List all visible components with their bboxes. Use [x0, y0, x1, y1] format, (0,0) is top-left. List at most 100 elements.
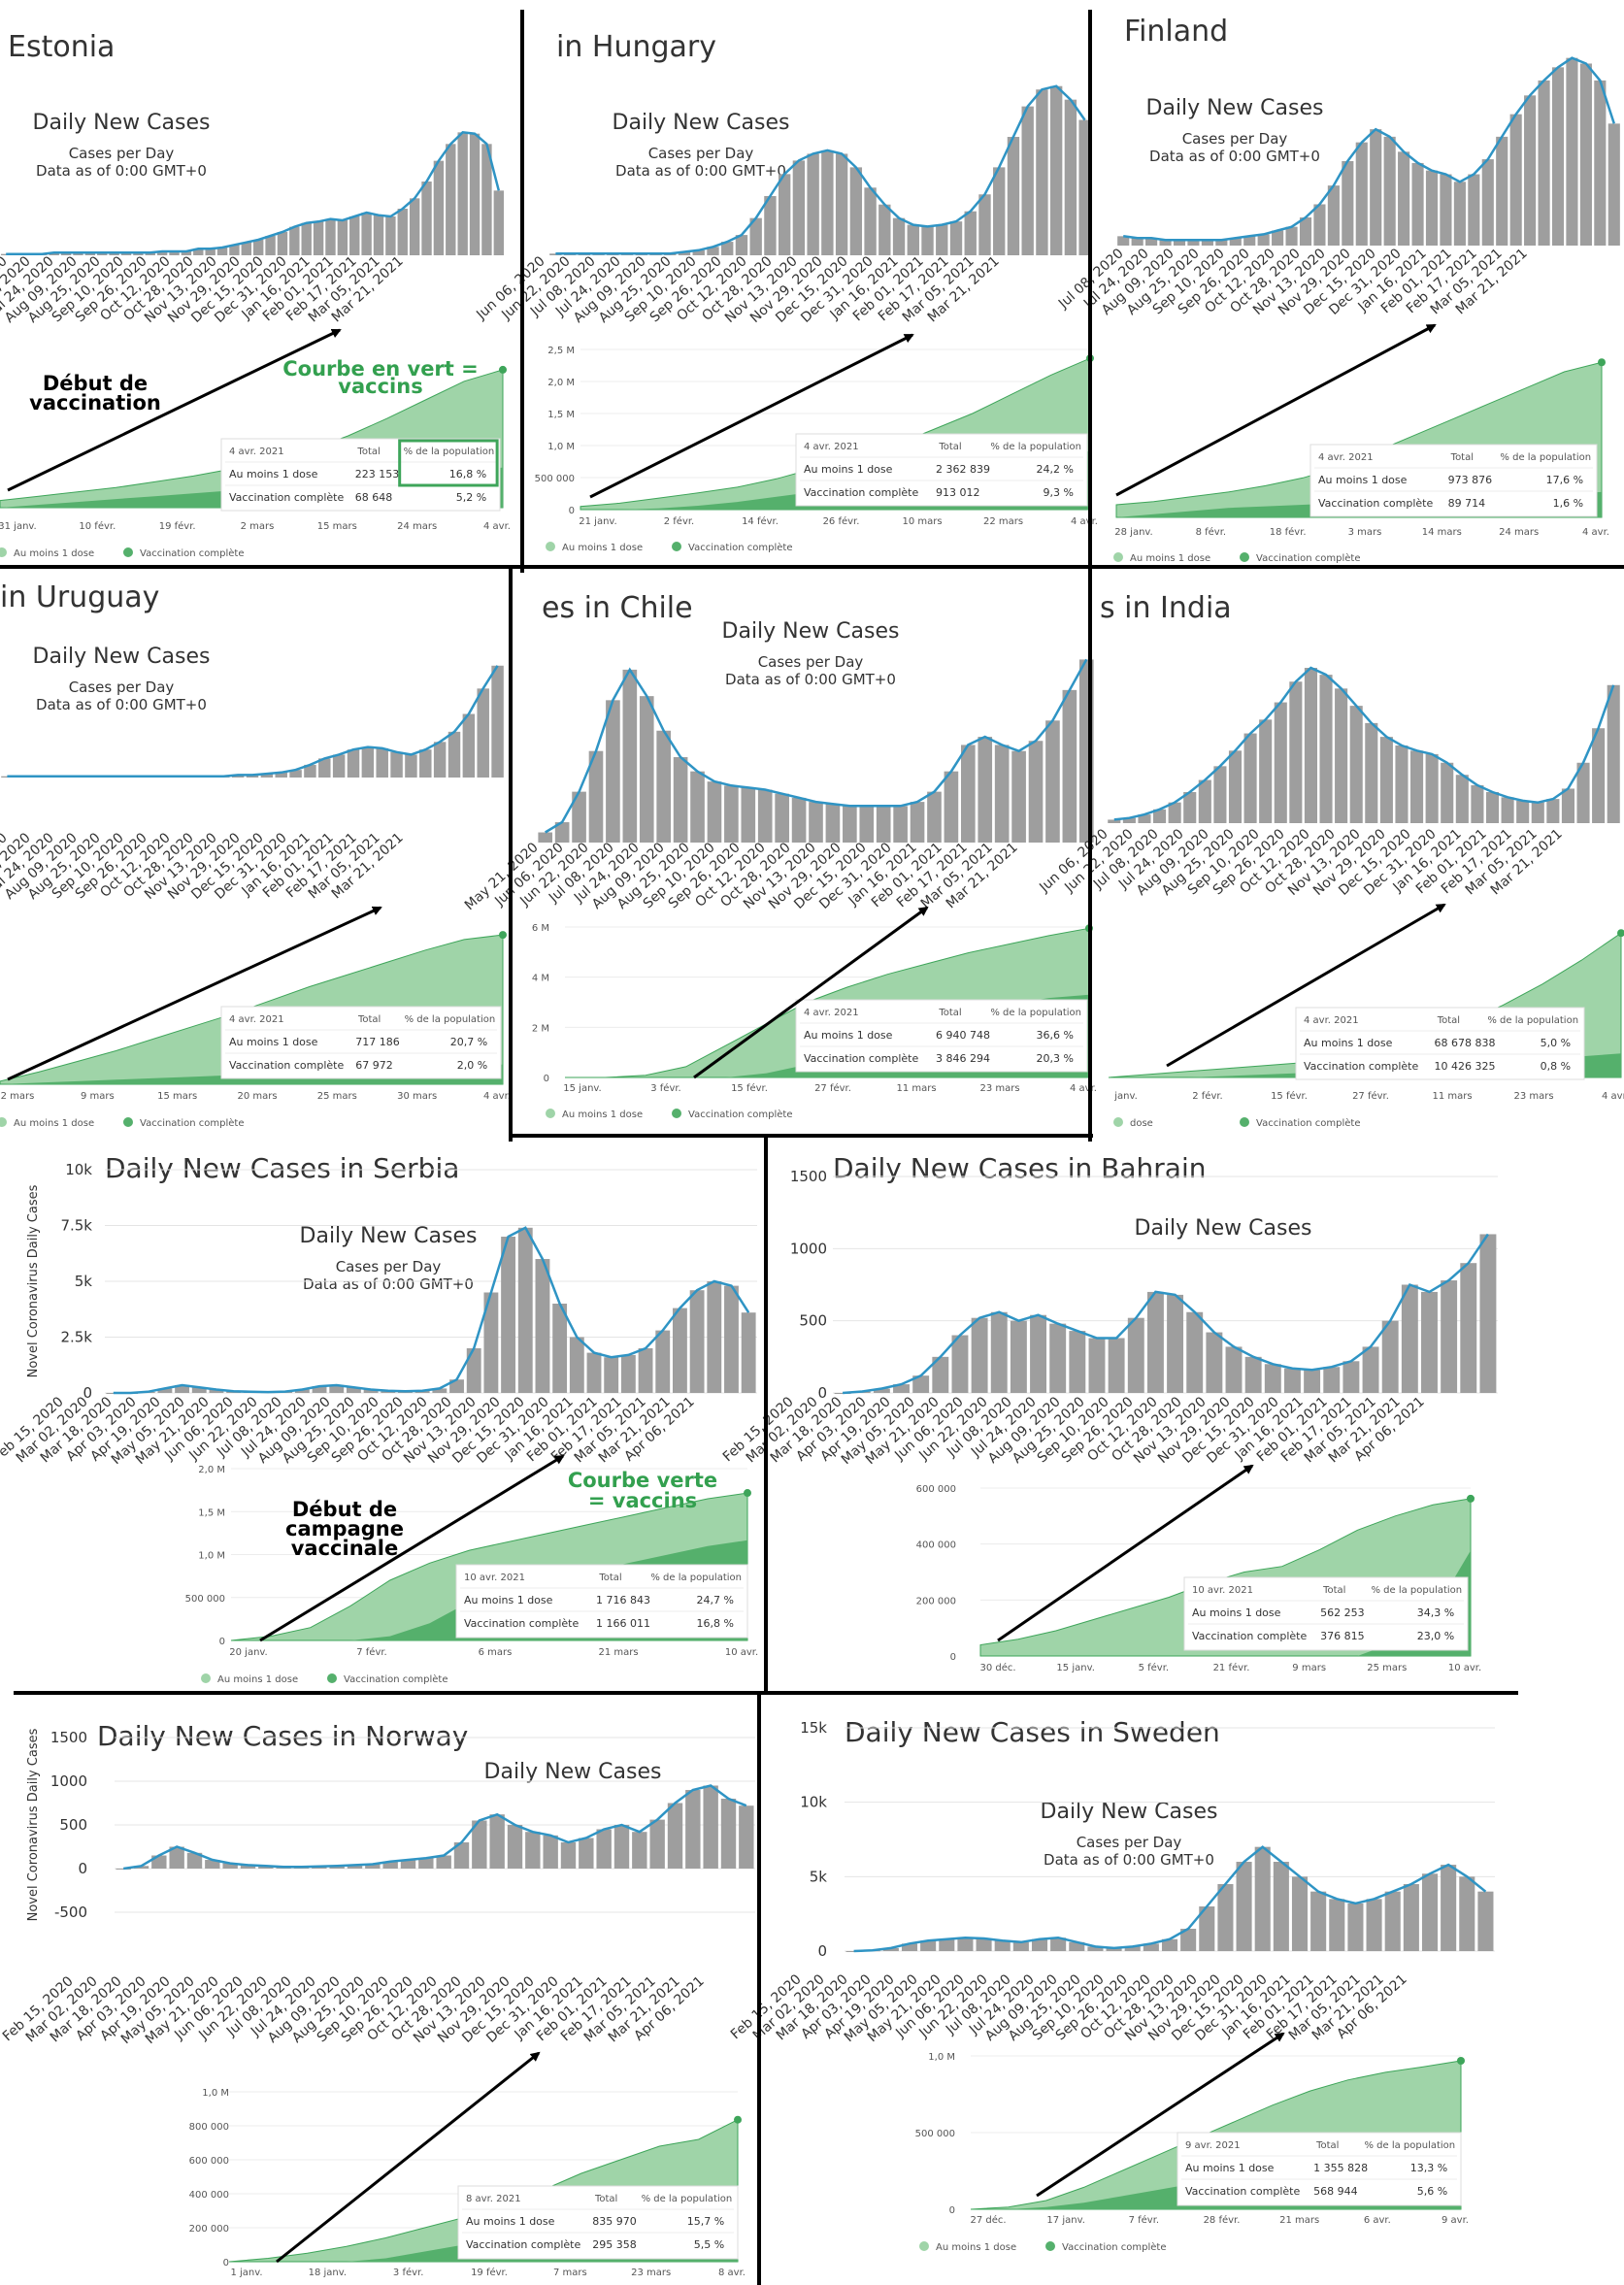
chile-bar [893, 806, 908, 843]
sweden-bar [1384, 1891, 1401, 1951]
chile_vacc-table-box [795, 999, 1088, 1073]
bahrain_vacc-xtick: 5 févr. [1139, 1662, 1170, 1673]
serbia-ytick: 0 [83, 1384, 92, 1402]
norway_vacc-table-box [457, 2185, 739, 2260]
sweden-bar [1106, 1947, 1122, 1951]
norway_vacc-table-row-label: Au moins 1 dose [466, 2215, 555, 2228]
chile_vacc-xtick: 11 mars [896, 1083, 936, 1094]
hungary_vacc-table-header-total: Total [938, 442, 961, 452]
hungary-bar [864, 187, 877, 255]
india_vacc-xtick: 15 févr. [1271, 1090, 1308, 1102]
chile-bar [843, 806, 857, 843]
finland-title: Finland [1124, 15, 1228, 49]
uruguay_vacc-xtick: 9 mars [81, 1091, 115, 1102]
india-bar [1501, 797, 1514, 823]
serbia_vacc-table: 10 avr. 2021 Total % de la population Au mo… [455, 1564, 748, 1639]
norway-bar [739, 1805, 754, 1869]
uruguay_vacc-table-row-total: 67 972 [355, 1059, 393, 1072]
sweden-ytick: 5k [810, 1868, 828, 1885]
estonia_vacc-xtick: 2 mars [241, 521, 275, 532]
hungary-bar [678, 251, 691, 255]
sweden_vacc-table-row-total: 568 944 [1313, 2185, 1358, 2198]
bahrain_vacc-table-row-total: 376 815 [1320, 1630, 1365, 1642]
hungary_vacc-table-row-pct: 24,2 % [1037, 463, 1074, 476]
chile_vacc-legend-swatch [672, 1109, 681, 1118]
sweden-bar [901, 1943, 918, 1951]
india_vacc-xtick: 23 mars [1513, 1091, 1553, 1102]
divider-h2 [509, 1134, 1093, 1138]
finland_vacc-xtick: 4 avr. [1582, 527, 1609, 538]
norway-bar [685, 1790, 701, 1869]
serbia_vacc-table-row-pct: 16,8 % [697, 1617, 734, 1630]
bahrain_vacc-xtick: 10 avr. [1448, 1663, 1481, 1673]
serbia-bar [707, 1281, 722, 1393]
finland_vacc-xtick: 14 mars [1422, 527, 1462, 538]
norway_vacc-xtick: 1 janv. [230, 2268, 262, 2278]
bahrain-bar [1127, 1317, 1144, 1393]
serbia-bar [535, 1259, 550, 1393]
uruguay-bar [447, 731, 461, 778]
chile_vacc-xtick: 4 avr. [1070, 1083, 1097, 1094]
sweden_vacc-legend-label: Au moins 1 dose [936, 2242, 1016, 2253]
norway-bar [258, 1866, 274, 1869]
estonia-bar [229, 245, 240, 255]
estonia-bar [469, 133, 481, 255]
finland_vacc-legend-label: Vaccination complète [1256, 552, 1360, 564]
estonia_vacc-xtick: 15 mars [317, 521, 357, 532]
uruguay_vacc-legend-label: Vaccination complète [140, 1117, 244, 1129]
norway-bar [703, 1785, 718, 1869]
chile-bar [775, 793, 789, 843]
serbia-bar [209, 1389, 224, 1393]
norway-bar [507, 1825, 523, 1869]
chile-bar [606, 700, 620, 843]
finland-bar [1285, 226, 1298, 246]
serbia-ytick: 10k [65, 1161, 92, 1178]
estonia_vacc-highlight-box [398, 439, 499, 487]
india-bar [1319, 675, 1333, 823]
serbia_vacc-ytick: 2,0 M [198, 1465, 225, 1475]
sweden-bar [1254, 1846, 1271, 1951]
bahrain_vacc-table-row-total: 562 253 [1320, 1606, 1365, 1619]
finland_vacc-xtick: 24 mars [1499, 527, 1539, 538]
hungary-bar [835, 153, 848, 255]
hungary_vacc-legend-swatch [672, 542, 681, 551]
bahrain_vacc-table-row-label: Au moins 1 dose [1192, 1606, 1281, 1619]
sweden_vacc-xtick: 27 déc. [970, 2214, 1006, 2226]
estonia_vacc-table-header-pct: % de la population [404, 447, 495, 457]
hungary-caption: Cases per Day [648, 145, 754, 162]
chile_vacc-xtick: 27 févr. [814, 1082, 851, 1094]
norway-ytick: 0 [78, 1860, 87, 1877]
sweden_vacc-table-row-label: Vaccination complète [1185, 2185, 1300, 2198]
uruguay_vacc-xtick: 30 mars [397, 1091, 437, 1102]
norway-bar [667, 1803, 683, 1869]
chile-bar [656, 730, 671, 843]
chile-bar [859, 806, 875, 843]
uruguay_vacc-xtick: 2 mars [1, 1091, 35, 1102]
india-bar [1138, 814, 1151, 823]
estonia-bar [433, 160, 445, 255]
bahrain-bar [1244, 1356, 1262, 1393]
sweden_vacc-table-box [1177, 2132, 1462, 2206]
sweden_vacc-legend-swatch [1045, 2241, 1055, 2251]
bahrain-bar [1401, 1284, 1418, 1393]
serbia_vacc-legend-label: Au moins 1 dose [217, 1674, 298, 1685]
bahrain-bar [873, 1388, 890, 1393]
india-bar [1516, 800, 1530, 823]
serbia-bar [312, 1386, 327, 1393]
norway_vacc-xtick: 18 janv. [309, 2268, 347, 2278]
serbia_vacc-table-header-pct: % de la population [650, 1573, 742, 1583]
serbia-trend-line [113, 1226, 750, 1395]
uruguay-bar [332, 754, 346, 778]
serbia-caption: Cases per Day [336, 1258, 442, 1275]
finland-bar [1173, 240, 1186, 246]
estonia-bar [481, 144, 492, 255]
chile_vacc-ytick: 6 M [532, 923, 549, 934]
bahrain-bar [971, 1317, 988, 1393]
sweden-subtitle: Daily New Cases [1041, 1800, 1218, 1824]
finland-bar [1524, 95, 1537, 246]
estonia-bar [84, 252, 96, 255]
uruguay-bar [246, 775, 259, 778]
sweden-bar [920, 1940, 937, 1951]
uruguay-bar [260, 774, 274, 778]
